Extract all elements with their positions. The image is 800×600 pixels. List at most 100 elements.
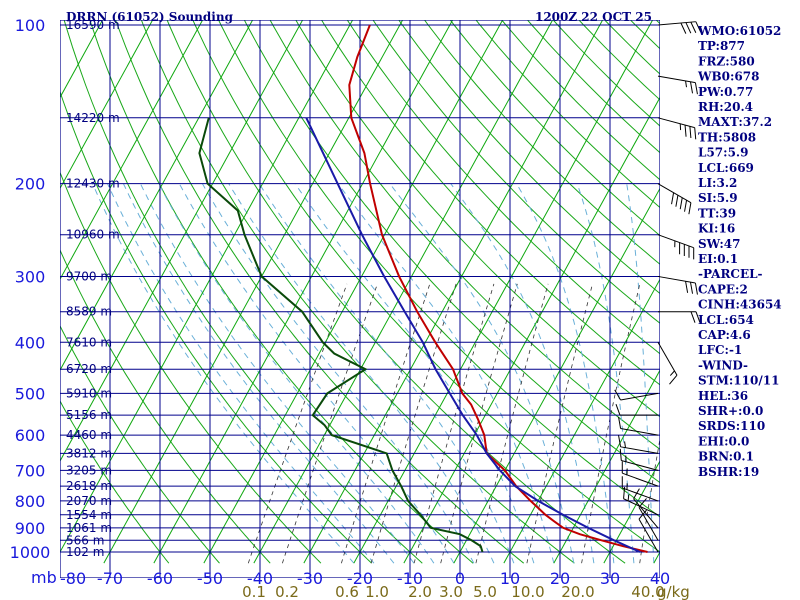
wind-barb xyxy=(657,117,697,140)
wind-barb xyxy=(657,342,678,385)
moist-adiabat xyxy=(107,183,375,564)
isotherm-line xyxy=(553,369,660,564)
isobars xyxy=(60,20,660,578)
wind-barbs xyxy=(614,21,702,553)
dry-adiabat xyxy=(269,20,660,450)
dry-adiabat xyxy=(60,399,170,564)
chart-title: DRRN (61052) Sounding xyxy=(66,10,234,24)
isotherm-line xyxy=(60,20,304,463)
height-label: 12430 m xyxy=(66,177,120,191)
height-label: 2618 m xyxy=(66,479,112,493)
wind-barb xyxy=(619,448,659,471)
wind-barb-flag xyxy=(690,81,694,94)
height-label: 7610 m xyxy=(66,335,112,349)
isotherms xyxy=(60,20,660,564)
temperature-tick-label: -60 xyxy=(147,569,173,588)
wind-barb-flag xyxy=(638,498,647,508)
wind-barb-flag xyxy=(680,22,687,34)
mixing-ratio-line xyxy=(440,283,518,564)
pressure-tick-label: 200 xyxy=(15,175,46,194)
wind-barb xyxy=(657,75,698,95)
height-label: 1554 m xyxy=(66,508,112,522)
isotherm-line xyxy=(60,20,154,190)
wind-barb xyxy=(633,488,659,529)
wind-barb-flag xyxy=(695,21,702,33)
height-label: 5156 m xyxy=(66,408,112,422)
isotherm-line xyxy=(60,20,104,99)
wind-barb-staff xyxy=(657,21,696,26)
wind-barb xyxy=(614,389,659,401)
wind-barb-flag xyxy=(685,22,692,34)
temperature-tick-label: 40 xyxy=(650,569,670,588)
series-dewpoint-line xyxy=(198,117,484,553)
height-label: 14220 m xyxy=(66,111,120,125)
wind-barb xyxy=(621,476,659,502)
wind-barb xyxy=(618,435,659,454)
mixing-ratio-label: 5.0 xyxy=(473,583,497,600)
wind-barb-staff xyxy=(657,117,695,129)
mixing-ratio-label: 0.6 xyxy=(335,583,359,600)
wind-barb-staff xyxy=(657,75,696,84)
temperature-tick-label: -20 xyxy=(347,569,373,588)
wind-barb-staff xyxy=(638,507,659,541)
wind-barb-flag xyxy=(688,202,692,215)
isotherm-line xyxy=(60,20,354,554)
isotherm-line xyxy=(653,550,660,564)
height-label: 3205 m xyxy=(66,463,112,477)
pressure-tick-label: 400 xyxy=(15,333,46,352)
height-label: 6720 m xyxy=(66,362,112,376)
height-label: 2070 m xyxy=(66,494,112,508)
mixing-ratio-label: 20.0 xyxy=(561,583,594,600)
isotherm-line xyxy=(453,187,660,564)
wind-barb xyxy=(658,311,701,323)
wind-barb xyxy=(657,183,692,215)
wind-barb xyxy=(621,461,659,487)
temperature-tick-label: 20 xyxy=(550,569,570,588)
moist-adiabat xyxy=(228,183,495,564)
height-label: 8589 m xyxy=(66,305,112,319)
wind-barb-flag xyxy=(690,282,694,294)
pressure-tick-label: 300 xyxy=(15,267,46,286)
wind-barb xyxy=(618,416,659,436)
mixing-ratio-line xyxy=(341,283,431,564)
wind-barb-flag xyxy=(675,195,679,207)
mixing-ratio-line xyxy=(413,283,495,564)
moist-adiabat xyxy=(92,183,355,564)
mixing-ratio-label: 0.1 xyxy=(242,583,266,600)
wind-barb-flag xyxy=(619,448,622,461)
wind-barb-staff xyxy=(657,234,694,249)
wind-barb xyxy=(615,404,658,416)
isotherm-line xyxy=(253,20,554,564)
temperature-tick-label: 30 xyxy=(600,569,620,588)
wind-barb-flag xyxy=(684,125,687,137)
dry-adiabat xyxy=(60,248,271,564)
series-parcel-line xyxy=(305,117,641,553)
pressure-tick-label: 600 xyxy=(15,426,46,445)
dry-adiabat xyxy=(60,324,220,564)
wind-barb-staff xyxy=(622,487,659,502)
dry-adiabat xyxy=(629,20,660,50)
dry-adiabat xyxy=(295,20,660,418)
wind-barb-staff xyxy=(657,275,696,284)
dry-adiabat xyxy=(552,20,660,127)
wind-barb-flag xyxy=(614,389,622,401)
pressure-tick-label: 700 xyxy=(15,461,46,480)
temperature-tick-label: 10 xyxy=(500,569,520,588)
wind-barb-staff xyxy=(633,498,659,529)
temperature-tick-label: -30 xyxy=(297,569,323,588)
wind-barb-flag xyxy=(684,200,688,212)
pressure-tick-label: 900 xyxy=(15,519,46,538)
wind-barb-flag xyxy=(671,192,675,205)
isotherm-line xyxy=(503,278,660,564)
height-label: 10960 m xyxy=(66,228,120,242)
moist-adiabat xyxy=(258,183,515,564)
temperature-tick-label: 0 xyxy=(455,569,465,588)
mixing-ratio-line xyxy=(282,283,378,564)
mixing-ratio-line xyxy=(475,283,549,564)
chart-datetime: 1200Z 22 OCT 25 xyxy=(535,10,652,24)
height-label: 4460 m xyxy=(66,428,112,442)
pressure-tick-label: 100 xyxy=(15,16,46,35)
isotherm-line xyxy=(103,20,404,564)
